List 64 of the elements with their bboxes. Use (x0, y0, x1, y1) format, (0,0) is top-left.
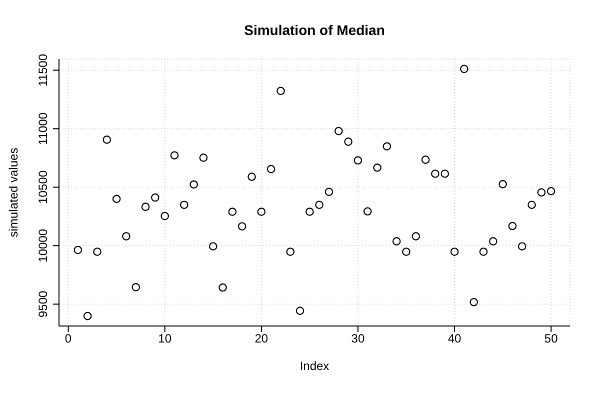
point (190, 180, 198, 189)
point (141, 202, 150, 211)
point (112, 194, 121, 204)
point (460, 64, 468, 74)
point (132, 283, 140, 292)
point (160, 212, 169, 220)
point (199, 154, 208, 162)
point (286, 248, 295, 256)
point (354, 156, 362, 165)
x-tick-label: 40 (448, 332, 462, 346)
point (296, 306, 304, 315)
point (83, 312, 92, 320)
point (382, 142, 392, 151)
point (228, 208, 237, 216)
point (470, 298, 478, 306)
point (334, 126, 343, 136)
x-tick-label: 10 (158, 332, 172, 346)
point (266, 164, 276, 174)
point (537, 188, 546, 197)
point (102, 136, 112, 144)
x-tick-label: 20 (254, 332, 268, 346)
point (421, 156, 430, 164)
x-tick-label: 30 (351, 332, 365, 346)
point (238, 222, 246, 231)
point (151, 193, 160, 202)
x-tick-label: 50 (544, 332, 558, 346)
point (488, 237, 498, 246)
x-axis-title: Index (300, 359, 330, 373)
point (508, 222, 517, 230)
point (450, 248, 459, 256)
y-tick-label: 9500 (36, 290, 50, 318)
point (74, 246, 82, 254)
point (208, 242, 218, 251)
point (248, 172, 256, 181)
point (373, 164, 382, 172)
point (412, 232, 420, 240)
point (528, 200, 536, 209)
point (363, 207, 372, 216)
point (344, 138, 352, 146)
point (122, 232, 130, 240)
point (276, 86, 285, 96)
y-tick-label: 11500 (36, 54, 50, 86)
point (498, 180, 507, 188)
point (170, 151, 179, 160)
point (218, 283, 227, 292)
point (518, 242, 526, 251)
point (546, 187, 556, 196)
point (440, 170, 450, 178)
point (257, 208, 266, 216)
point (324, 188, 334, 196)
point (479, 248, 488, 256)
point (402, 248, 410, 256)
y-axis-title: simulated values (6, 148, 20, 238)
y-tick-label: 11000 (36, 112, 50, 145)
chart-title: Simulation of Median (243, 22, 386, 38)
point (93, 248, 102, 256)
point (431, 170, 440, 178)
point (180, 200, 188, 209)
point (315, 200, 324, 209)
point (392, 237, 401, 246)
y-tick-label: 10500 (36, 170, 50, 204)
point (306, 208, 314, 216)
y-tick-label: 10000 (36, 228, 50, 262)
x-tick-label: 0 (64, 332, 72, 346)
